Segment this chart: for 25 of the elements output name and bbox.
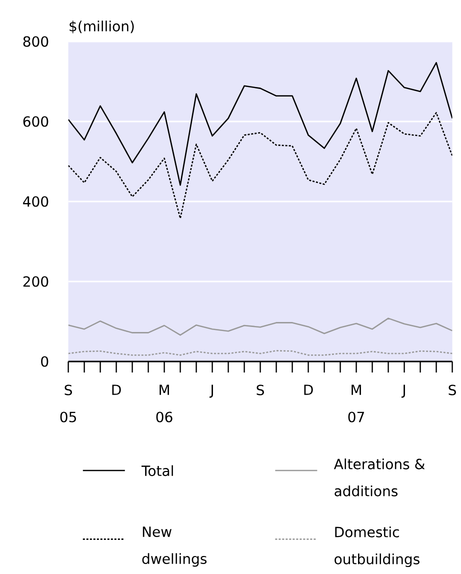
x-tick-label: D — [112, 384, 121, 395]
legend-label: New dwellings — [142, 526, 207, 567]
line-series — [68, 318, 452, 336]
x-tick-label: S — [256, 384, 264, 396]
y-tick-label: 0 — [41, 356, 48, 367]
y-axis-title: $(million) — [70, 20, 134, 34]
line-series — [68, 62, 452, 186]
x-tick-label: D — [304, 384, 313, 395]
x2-tick-label: 05 — [60, 412, 76, 422]
legend-label: Domestic outbuildings — [334, 526, 420, 568]
x-tick-label: S — [448, 384, 456, 396]
x2-tick-label: 06 — [156, 412, 172, 422]
legend-label: Alterations & additions — [334, 458, 425, 496]
x2-tick-label: 07 — [348, 412, 364, 422]
x-tick-label: J — [402, 384, 405, 398]
line-series — [68, 112, 452, 219]
x-tick-label: M — [160, 384, 169, 395]
y-tick-label: 200 — [23, 276, 48, 287]
x-tick-label: M — [352, 384, 361, 395]
y-tick-label: 800 — [23, 36, 48, 47]
x-tick-label: J — [210, 384, 213, 398]
x-tick-label: S — [64, 384, 72, 396]
y-tick-label: 400 — [23, 196, 48, 207]
legend-label: Total — [142, 465, 173, 476]
y-tick-label: 600 — [23, 116, 48, 127]
